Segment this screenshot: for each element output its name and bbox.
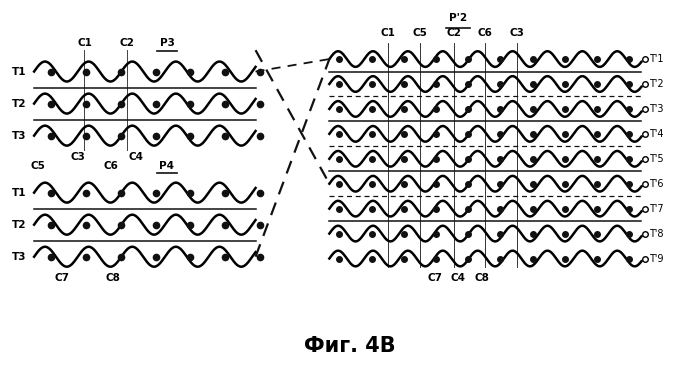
- Text: T'7: T'7: [649, 204, 664, 214]
- Text: T'3: T'3: [649, 104, 664, 114]
- Text: C8: C8: [475, 273, 490, 283]
- Text: C5: C5: [412, 28, 427, 38]
- Text: C2: C2: [120, 38, 134, 48]
- Text: T3: T3: [12, 131, 26, 141]
- Text: C1: C1: [77, 38, 92, 48]
- Text: T1: T1: [12, 66, 26, 76]
- Text: T'9: T'9: [649, 253, 664, 263]
- Text: P'2: P'2: [449, 13, 467, 23]
- Text: T2: T2: [12, 99, 26, 109]
- Text: T1: T1: [12, 188, 26, 198]
- Text: P4: P4: [159, 161, 175, 171]
- Text: C4: C4: [129, 152, 143, 162]
- Text: T'8: T'8: [649, 229, 664, 239]
- Text: C6: C6: [104, 161, 119, 171]
- Text: C1: C1: [381, 28, 396, 38]
- Text: C7: C7: [55, 273, 70, 283]
- Text: C4: C4: [451, 273, 466, 283]
- Text: C3: C3: [71, 152, 85, 162]
- Text: C5: C5: [30, 161, 45, 171]
- Text: C3: C3: [510, 28, 525, 38]
- Text: T'5: T'5: [649, 154, 664, 164]
- Text: T2: T2: [12, 220, 26, 230]
- Text: Фиг. 4B: Фиг. 4B: [303, 336, 396, 356]
- Text: C6: C6: [477, 28, 493, 38]
- Text: T'4: T'4: [649, 129, 664, 139]
- Text: T3: T3: [12, 252, 26, 262]
- Text: T'1: T'1: [649, 54, 664, 64]
- Text: P3: P3: [159, 38, 175, 48]
- Text: C2: C2: [446, 28, 461, 38]
- Text: T'6: T'6: [649, 179, 664, 189]
- Text: T'2: T'2: [649, 79, 664, 89]
- Text: C7: C7: [428, 273, 443, 283]
- Text: C8: C8: [106, 273, 121, 283]
